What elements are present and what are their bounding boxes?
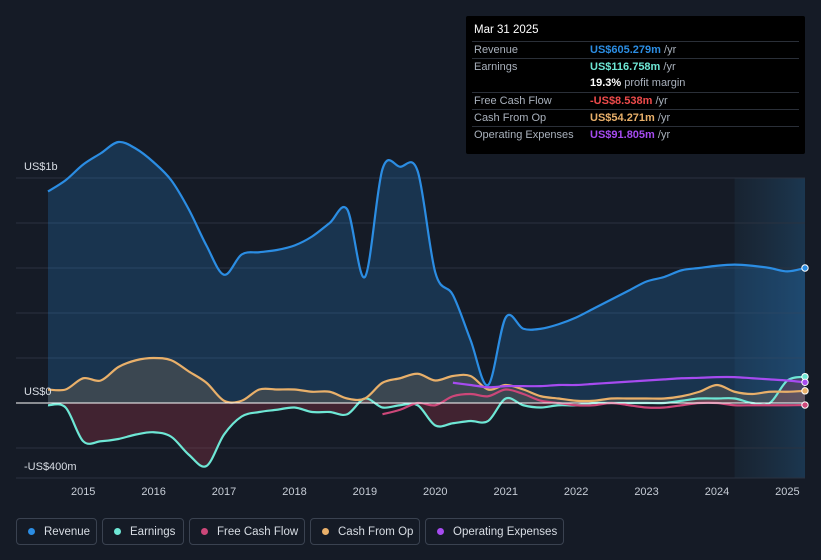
free-cash-flow-end-point: [801, 401, 809, 409]
x-tick-label: 2017: [212, 486, 236, 498]
series-fills: [48, 141, 805, 467]
tooltip-value: US$91.805m /yr: [590, 129, 671, 141]
legend-revenue[interactable]: Revenue: [16, 518, 97, 545]
tooltip-row-free-cash-flow: Free Cash Flow -US$8.538m /yr: [472, 92, 799, 110]
legend-label: Free Cash Flow: [217, 525, 299, 538]
legend-label: Revenue: [44, 525, 91, 538]
legend-dot-icon: [114, 528, 121, 535]
series-lines: [47, 140, 806, 468]
y-axis-top-label: US$1b: [24, 161, 58, 173]
legend-label: Cash From Op: [338, 525, 414, 538]
tooltip-date: Mar 31 2025: [474, 24, 539, 36]
earnings-area: [48, 376, 805, 467]
x-tick-label: 2024: [705, 486, 729, 498]
x-tick-label: 2018: [282, 486, 306, 498]
tooltip-label: Earnings: [474, 61, 518, 73]
y-axis-bottom-label: -US$400m: [24, 461, 77, 473]
x-tick-label: 2020: [423, 486, 447, 498]
tooltip-value: US$54.271m /yr: [590, 112, 671, 124]
cash-from-op-area: [48, 358, 805, 403]
x-tick-label: 2019: [353, 486, 377, 498]
legend-dot-icon: [437, 528, 444, 535]
legend-label: Operating Expenses: [453, 525, 558, 538]
tooltip-label: Cash From Op: [474, 112, 547, 124]
revenue-line: [47, 140, 806, 387]
legend-free-cash-flow[interactable]: Free Cash Flow: [189, 518, 305, 545]
legend-dot-icon: [28, 528, 35, 535]
tooltip-value: US$605.279m /yr: [590, 44, 677, 56]
x-tick-label: 2016: [141, 486, 165, 498]
tooltip-row-earnings: Earnings US$116.758m /yr: [472, 58, 799, 76]
revenue-end-point: [801, 264, 809, 272]
operating-expenses-end-point: [801, 378, 809, 386]
data-tooltip: Mar 31 2025 Revenue US$605.279m /yr Earn…: [466, 16, 805, 154]
tooltip-row-profit-margin: 19.3% profit margin: [472, 75, 799, 92]
forecast-region: [734, 178, 805, 478]
x-tick-label: 2025: [775, 486, 799, 498]
tooltip-row-operating-expenses: Operating Expenses US$91.805m /yr: [472, 126, 799, 144]
legend-dot-icon: [201, 528, 208, 535]
tooltip-row-revenue: Revenue US$605.279m /yr: [472, 41, 799, 59]
tooltip-label: Operating Expenses: [474, 129, 574, 141]
legend-dot-icon: [322, 528, 329, 535]
cash-from-op-line: [47, 356, 806, 404]
tooltip-value: -US$8.538m /yr: [590, 95, 668, 107]
free-cash-flow-line: [382, 388, 806, 416]
legend-cash-from-op[interactable]: Cash From Op: [310, 518, 420, 545]
y-axis-zero-label: US$0: [24, 386, 52, 398]
x-tick-label: 2023: [634, 486, 658, 498]
x-axis-ticks: 2015 2016 2017 2018 2019 2020 2021 2022 2023 2024…: [71, 486, 800, 498]
tooltip-label: Revenue: [474, 44, 519, 56]
series-endpoints: [801, 264, 809, 409]
revenue-area: [48, 141, 805, 404]
operating-expenses-line: [452, 375, 806, 389]
tooltip-row-cash-from-op: Cash From Op US$54.271m /yr: [472, 109, 799, 127]
legend-earnings[interactable]: Earnings: [102, 518, 184, 545]
x-tick-label: 2022: [564, 486, 588, 498]
x-tick-label: 2021: [493, 486, 517, 498]
tooltip-label: Free Cash Flow: [474, 95, 552, 107]
legend-label: Earnings: [130, 525, 176, 538]
tooltip-value: 19.3% profit margin: [590, 77, 686, 89]
tooltip-value: US$116.758m /yr: [590, 61, 676, 73]
x-tick-label: 2015: [71, 486, 95, 498]
cash-from-op-end-point: [801, 387, 809, 395]
legend-operating-expenses[interactable]: Operating Expenses: [425, 518, 564, 545]
earnings-line: [47, 375, 806, 468]
